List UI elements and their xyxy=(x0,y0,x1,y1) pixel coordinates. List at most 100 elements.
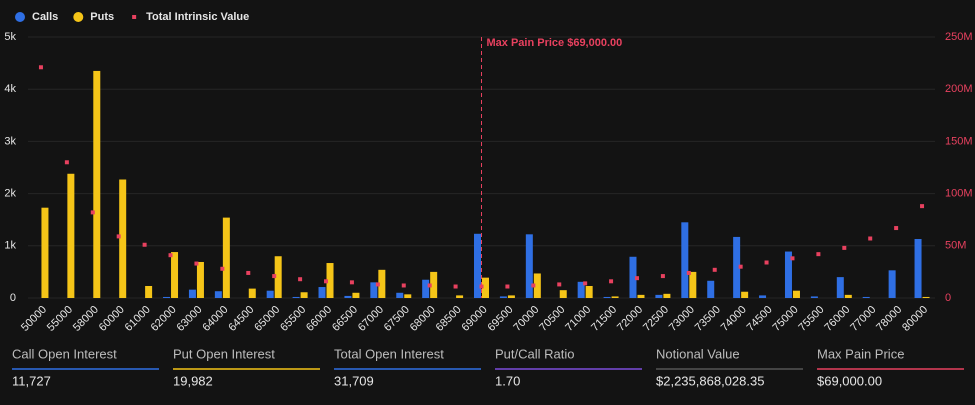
intrinsic-marker xyxy=(738,264,743,269)
stat-label: Put/Call Ratio xyxy=(495,346,574,361)
intrinsic-marker xyxy=(272,274,277,279)
bar xyxy=(707,280,715,298)
stat-value: 31,709 xyxy=(334,373,374,388)
legend-label: Puts xyxy=(90,11,114,23)
intrinsic-marker xyxy=(142,242,147,247)
bar xyxy=(370,282,378,298)
legend-label: Calls xyxy=(32,11,58,23)
bar xyxy=(41,207,49,298)
bar xyxy=(430,271,438,298)
bar xyxy=(396,292,404,298)
bar xyxy=(318,287,326,298)
intrinsic-marker xyxy=(375,282,380,287)
bar xyxy=(352,292,360,298)
bar xyxy=(266,290,274,298)
bar xyxy=(326,263,334,298)
bar xyxy=(629,256,637,298)
bar xyxy=(637,294,645,298)
legend-marker xyxy=(73,12,84,22)
bar xyxy=(810,296,818,298)
intrinsic-marker xyxy=(609,279,614,284)
bar xyxy=(525,234,533,298)
bar xyxy=(733,236,741,298)
max-pain-label: Max Pain Price $69,000.00 xyxy=(487,37,623,49)
bar xyxy=(67,173,75,298)
bar xyxy=(171,252,179,298)
bar xyxy=(300,292,308,298)
bar xyxy=(422,279,430,298)
bar xyxy=(474,233,481,298)
bar xyxy=(533,273,541,298)
intrinsic-marker xyxy=(168,253,173,258)
intrinsic-marker xyxy=(298,277,303,282)
intrinsic-marker xyxy=(479,284,484,289)
intrinsic-marker xyxy=(324,279,329,284)
bar xyxy=(888,270,896,298)
bar xyxy=(188,289,196,298)
bar xyxy=(292,296,300,298)
bar xyxy=(93,70,101,299)
y2-tick-label: 250M xyxy=(945,31,973,43)
stat-value: 11,727 xyxy=(12,373,51,388)
bar xyxy=(214,291,222,298)
intrinsic-marker xyxy=(790,256,795,261)
bar xyxy=(663,293,671,298)
y2-tick-label: 200M xyxy=(945,83,973,95)
bar xyxy=(559,290,567,298)
intrinsic-marker xyxy=(505,284,510,289)
intrinsic-marker xyxy=(401,283,406,288)
bar xyxy=(404,294,412,298)
bar xyxy=(344,295,352,298)
intrinsic-marker xyxy=(531,283,536,288)
bar xyxy=(914,239,922,298)
bar xyxy=(585,285,593,298)
bar xyxy=(681,222,689,298)
intrinsic-marker xyxy=(194,261,199,266)
y-tick-label: 2k xyxy=(4,188,16,200)
intrinsic-marker xyxy=(583,281,588,286)
stat-label: Call Open Interest xyxy=(12,346,117,361)
bar xyxy=(499,296,507,298)
intrinsic-marker xyxy=(246,270,251,275)
intrinsic-marker xyxy=(220,266,225,271)
intrinsic-marker xyxy=(64,160,69,165)
y2-tick-label: 100M xyxy=(945,188,973,200)
bar xyxy=(922,296,930,298)
bar xyxy=(862,296,870,298)
bar xyxy=(145,285,153,298)
intrinsic-marker xyxy=(920,204,925,209)
y2-tick-label: 0 xyxy=(945,292,951,304)
intrinsic-marker xyxy=(38,65,43,70)
stat-label: Put Open Interest xyxy=(173,346,275,361)
bar xyxy=(507,295,515,298)
bar xyxy=(836,277,844,298)
bar xyxy=(248,288,256,298)
legend-marker xyxy=(132,15,137,19)
stat-value: 19,982 xyxy=(173,373,213,388)
intrinsic-marker xyxy=(427,283,432,288)
bar xyxy=(611,296,619,298)
bar xyxy=(689,271,697,298)
intrinsic-marker xyxy=(660,274,665,279)
stat-label: Max Pain Price xyxy=(817,346,904,361)
stat-label: Total Open Interest xyxy=(334,346,444,361)
intrinsic-marker xyxy=(894,226,899,231)
bar xyxy=(196,261,204,298)
bar xyxy=(792,290,800,298)
bar xyxy=(274,256,282,298)
bar xyxy=(456,295,464,298)
bar xyxy=(784,251,792,298)
intrinsic-marker xyxy=(634,276,639,281)
bar xyxy=(655,294,663,298)
y-tick-label: 4k xyxy=(4,83,16,95)
stat-label: Notional Value xyxy=(656,346,740,361)
bar xyxy=(603,296,611,298)
legend-label: Total Intrinsic Value xyxy=(146,11,249,23)
bar xyxy=(759,295,767,298)
intrinsic-marker xyxy=(349,280,354,285)
stat-value: 1.70 xyxy=(495,373,520,388)
legend-marker xyxy=(15,12,25,22)
intrinsic-marker xyxy=(816,252,821,257)
